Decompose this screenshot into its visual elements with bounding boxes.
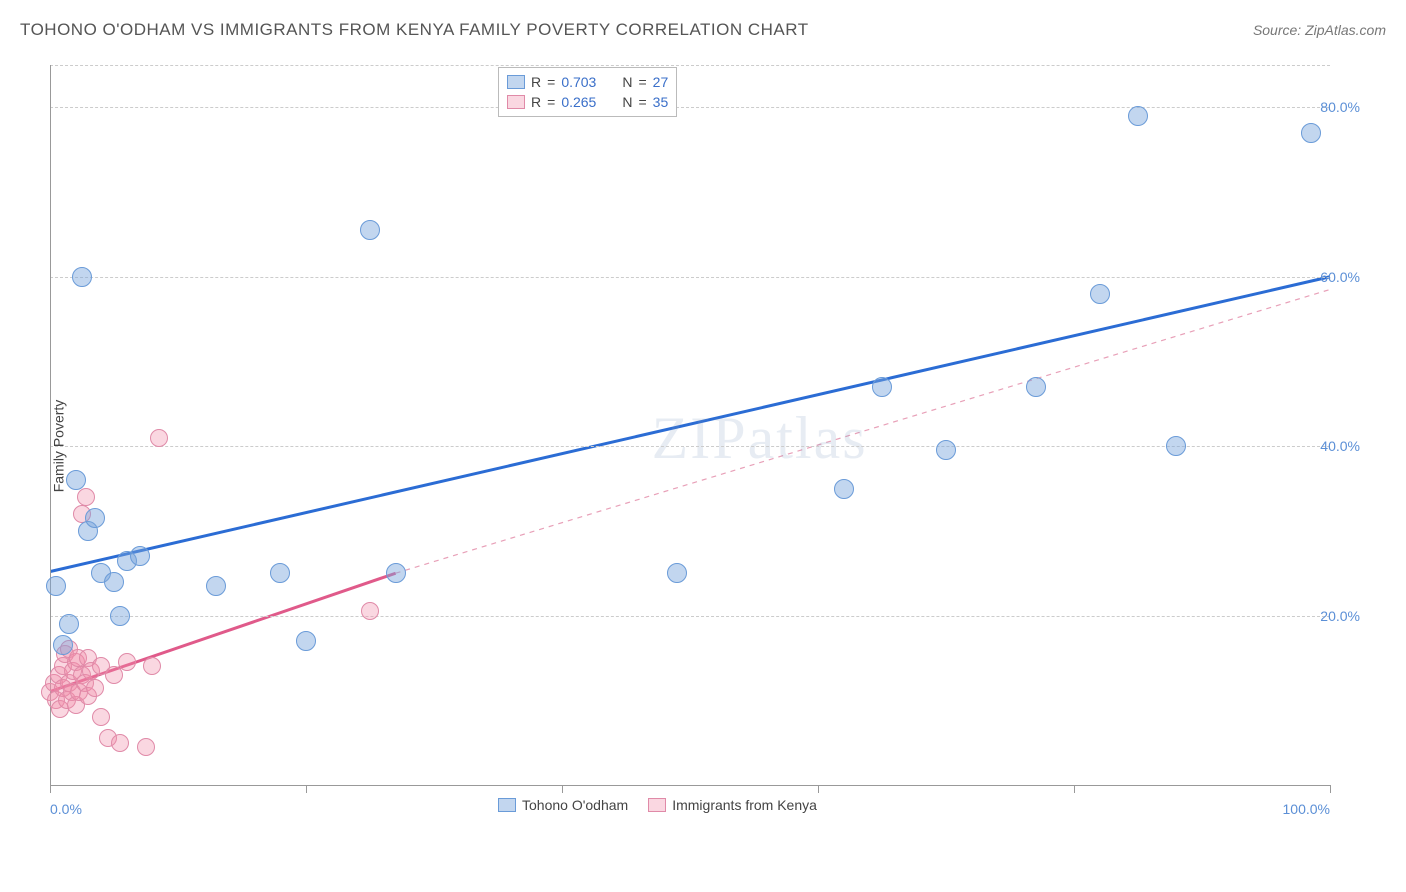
x-tick (1330, 785, 1331, 793)
blue-scatter-point (130, 546, 150, 566)
blue-scatter-point (296, 631, 316, 651)
legend-swatch (648, 798, 666, 812)
correlation-legend: R = 0.703 N = 27 R = 0.265 N = 35 (498, 67, 677, 117)
pink-scatter-point (137, 738, 155, 756)
legend-N-value: 35 (653, 94, 669, 110)
legend-N-label: N (622, 94, 632, 110)
legend-swatch (498, 798, 516, 812)
blue-scatter-point (206, 576, 226, 596)
y-tick-label: 40.0% (1320, 438, 1360, 454)
blue-scatter-point (386, 563, 406, 583)
pink-scatter-point (118, 653, 136, 671)
correlation-legend-row: R = 0.703 N = 27 (507, 72, 668, 92)
blue-scatter-point (104, 572, 124, 592)
x-tick (818, 785, 819, 793)
x-tick (562, 785, 563, 793)
blue-scatter-point (46, 576, 66, 596)
watermark: ZIPatlas (652, 404, 868, 473)
legend-swatch (507, 95, 525, 109)
x-tick-label: 0.0% (50, 801, 82, 817)
pink-scatter-point (111, 734, 129, 752)
source-attribution: Source: ZipAtlas.com (1253, 22, 1386, 38)
pink-scatter-point (86, 679, 104, 697)
gridline (50, 65, 1330, 66)
legend-equals: = (547, 74, 555, 90)
blue-scatter-point (53, 635, 73, 655)
blue-scatter-point (1128, 106, 1148, 126)
y-tick-label: 20.0% (1320, 608, 1360, 624)
blue-scatter-point (72, 267, 92, 287)
source-name: ZipAtlas.com (1305, 22, 1386, 38)
legend-R-label: R (531, 74, 541, 90)
blue-scatter-point (270, 563, 290, 583)
x-tick (1074, 785, 1075, 793)
y-tick-label: 60.0% (1320, 269, 1360, 285)
trend-line (50, 277, 1330, 578)
source-prefix: Source: (1253, 22, 1305, 38)
gridline (50, 616, 1330, 617)
gridline (50, 277, 1330, 278)
legend-equals: = (547, 94, 555, 110)
chart-title: TOHONO O'ODHAM VS IMMIGRANTS FROM KENYA … (20, 20, 809, 40)
legend-R-label: R (531, 94, 541, 110)
trend-lines-layer (50, 55, 1360, 825)
blue-scatter-point (872, 377, 892, 397)
series-legend-label: Tohono O'odham (522, 797, 628, 813)
gridline (50, 446, 1330, 447)
chart-header: TOHONO O'ODHAM VS IMMIGRANTS FROM KENYA … (20, 20, 1386, 40)
x-tick-label: 100.0% (1283, 801, 1330, 817)
blue-scatter-point (834, 479, 854, 499)
trend-line (396, 289, 1330, 573)
blue-scatter-point (66, 470, 86, 490)
legend-N-value: 27 (653, 74, 669, 90)
legend-R-value: 0.265 (561, 94, 596, 110)
blue-scatter-point (667, 563, 687, 583)
scatter-plot-area: ZIPatlas 20.0% 40.0% 60.0% 80.0% 0.0% 100.0% R… (50, 55, 1360, 825)
legend-R-value: 0.703 (561, 74, 596, 90)
series-legend-item: Immigrants from Kenya (648, 797, 817, 813)
blue-scatter-point (110, 606, 130, 626)
blue-scatter-point (360, 220, 380, 240)
legend-N-label: N (622, 74, 632, 90)
y-tick-label: 80.0% (1320, 99, 1360, 115)
series-legend-item: Tohono O'odham (498, 797, 628, 813)
blue-scatter-point (85, 508, 105, 528)
blue-scatter-point (1166, 436, 1186, 456)
blue-scatter-point (1301, 123, 1321, 143)
series-legend-label: Immigrants from Kenya (672, 797, 817, 813)
x-tick (306, 785, 307, 793)
x-tick (50, 785, 51, 793)
legend-equals: = (638, 94, 646, 110)
blue-scatter-point (1090, 284, 1110, 304)
blue-scatter-point (1026, 377, 1046, 397)
pink-scatter-point (361, 602, 379, 620)
blue-scatter-point (936, 440, 956, 460)
pink-scatter-point (77, 488, 95, 506)
pink-scatter-point (143, 657, 161, 675)
legend-swatch (507, 75, 525, 89)
pink-scatter-point (92, 708, 110, 726)
series-legend: Tohono O'odham Immigrants from Kenya (498, 797, 817, 813)
pink-scatter-point (150, 429, 168, 447)
correlation-legend-row: R = 0.265 N = 35 (507, 92, 668, 112)
legend-equals: = (638, 74, 646, 90)
blue-scatter-point (59, 614, 79, 634)
x-axis-line (50, 785, 1330, 786)
